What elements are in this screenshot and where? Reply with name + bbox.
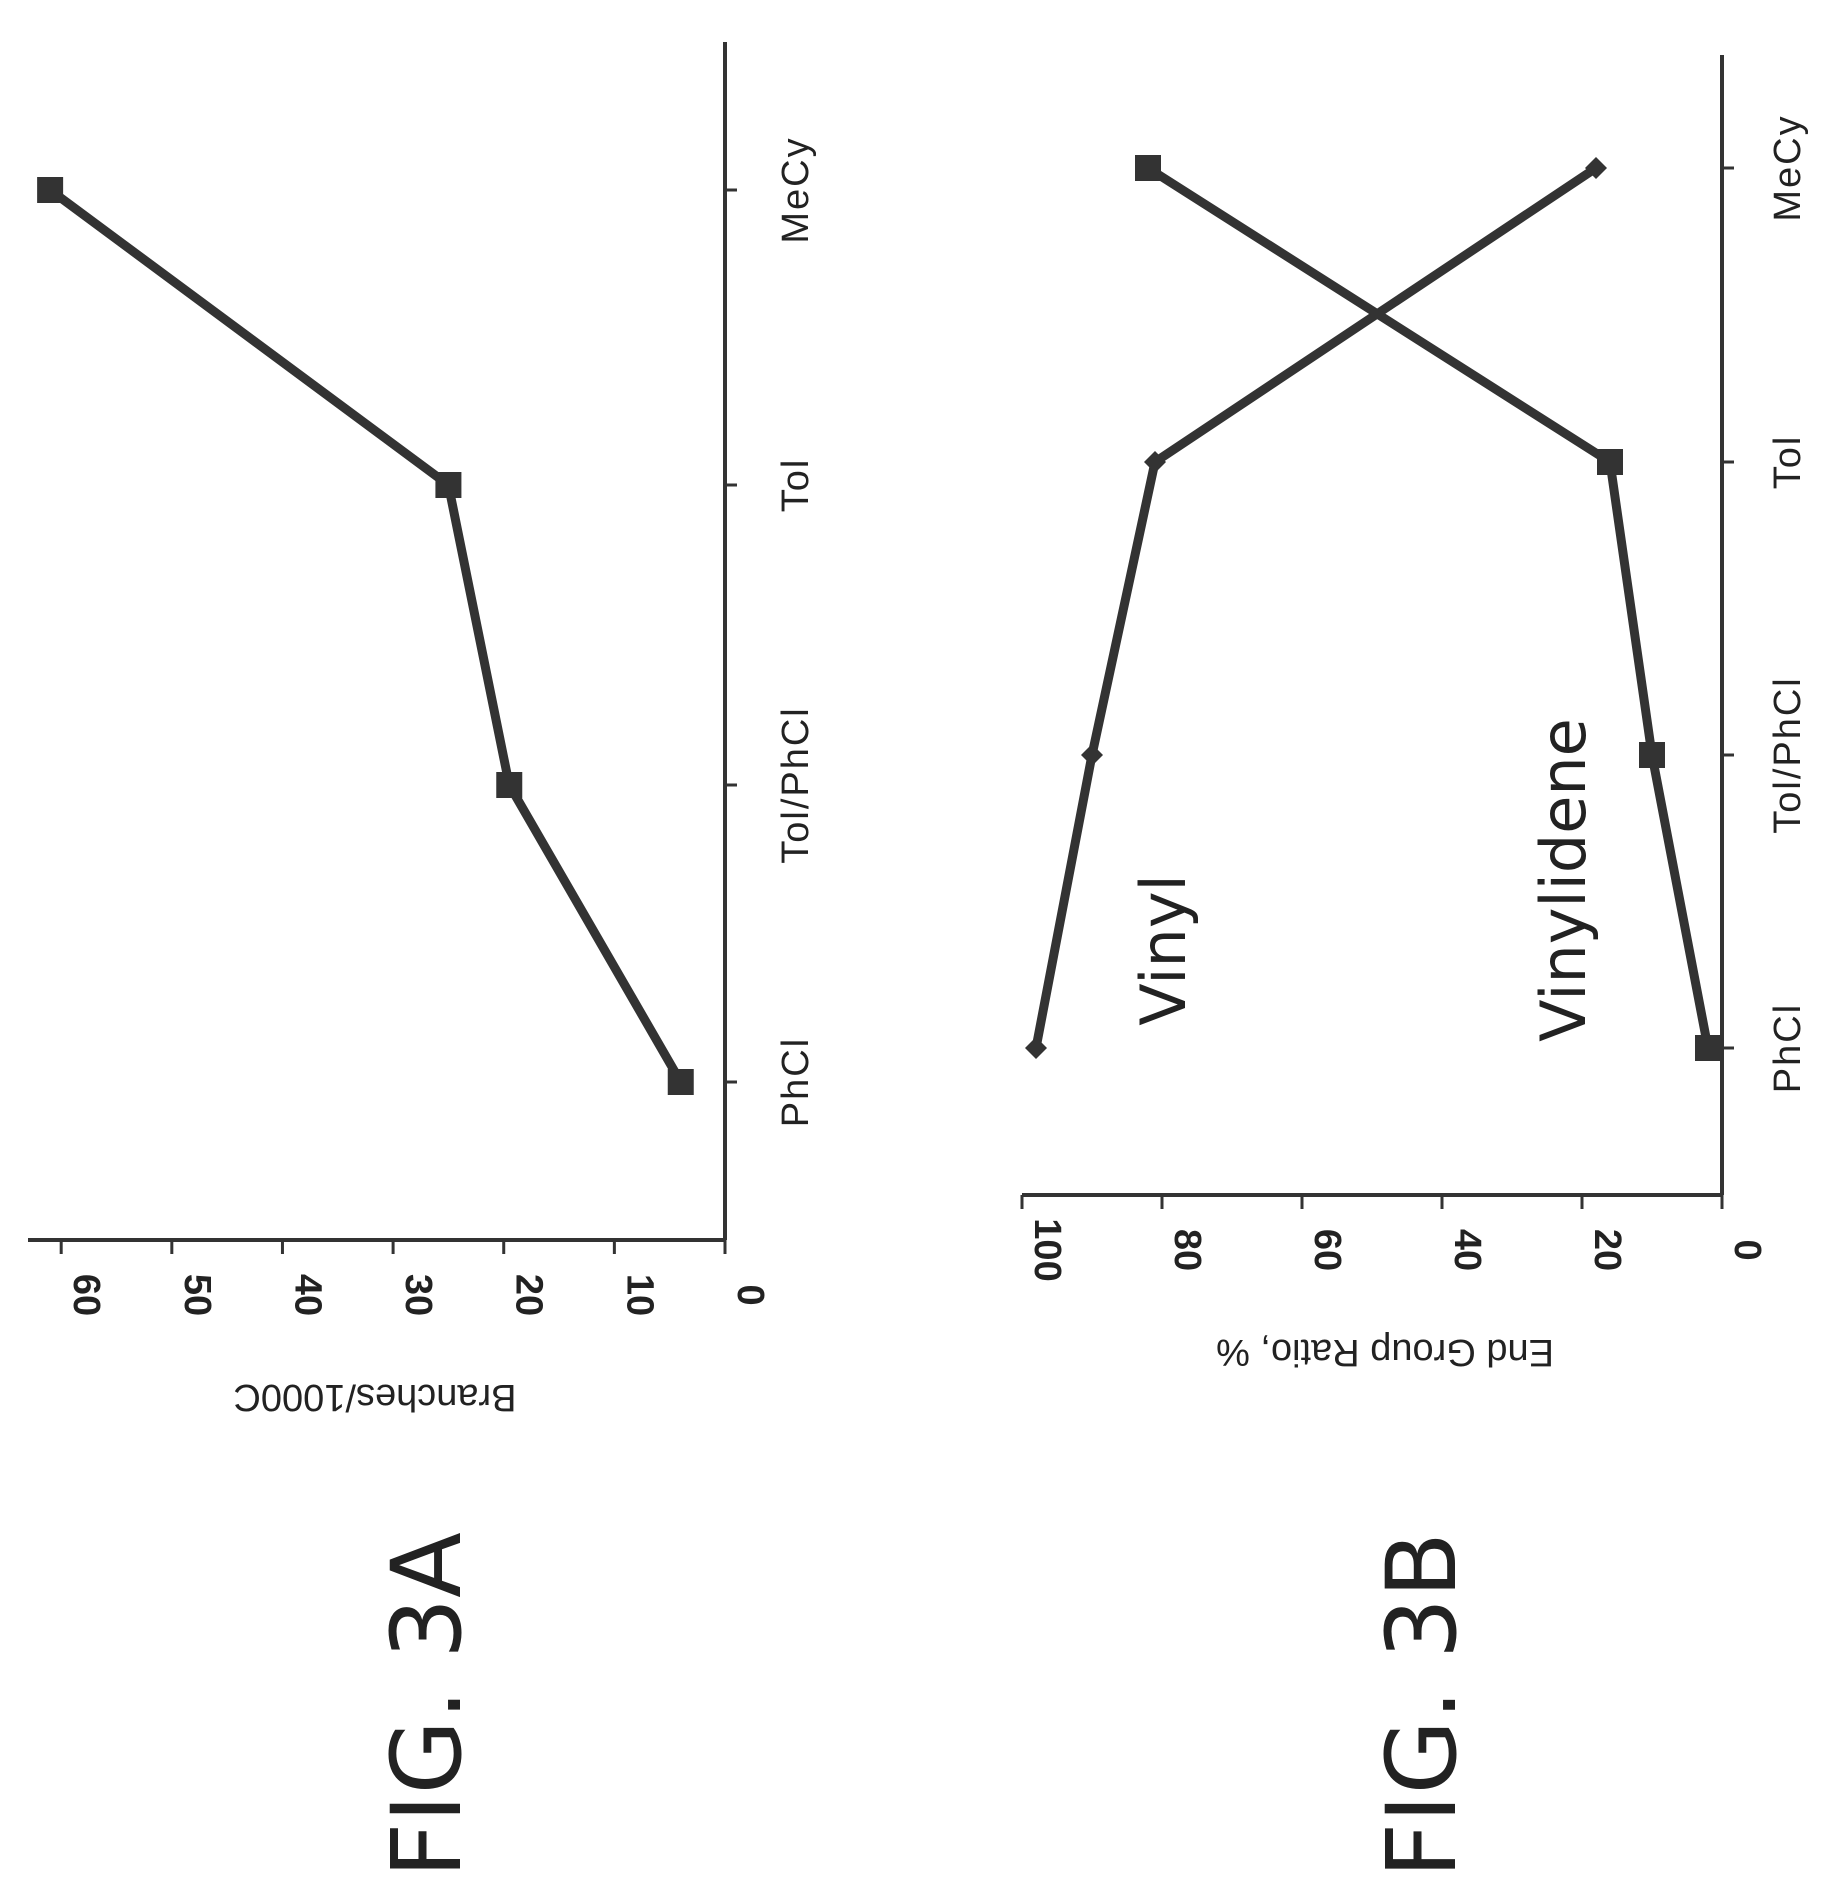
chart-a-ytick-label: 20 (508, 1274, 550, 1316)
chart-a-xtick-label: Tol/PhCl (775, 706, 817, 864)
chart-a-point-square (37, 177, 64, 203)
chart-a-ytick-label: 40 (286, 1274, 328, 1316)
chart-b-xtick-label: Tol/PhCl (1767, 676, 1809, 834)
chart-b-xtick-label: Tol (1767, 435, 1809, 490)
figure-label-3b: FIG. 3B (1366, 1532, 1478, 1878)
figure-label-3a: FIG. 3A (371, 1532, 483, 1878)
chart-3a-y-axis-label: Branches/1000C (233, 1376, 516, 1418)
chart-b-ytick-label: 20 (1586, 1229, 1628, 1271)
chart-a-ytick-label: 60 (65, 1274, 107, 1316)
chart-b-point-diamond (1081, 744, 1103, 766)
chart-3b-y-axis-label: End Group Ratio, % (1216, 1331, 1554, 1373)
chart-a-xtick-label: MeCy (775, 136, 817, 243)
chart-a-ytick-label: 30 (397, 1274, 439, 1316)
chart-b-point-diamond (1144, 451, 1166, 473)
chart-a-ytick-label: 0 (729, 1284, 771, 1305)
chart-b-ytick-label: 60 (1306, 1229, 1348, 1271)
chart-a-xtick-label: PhCl (775, 1037, 817, 1127)
chart-b-ytick-label: 80 (1166, 1229, 1208, 1271)
chart-3a: 0 10 20 30 40 50 60 PhCl Tol/PhCl Tol MeCy Branch… (28, 42, 817, 1418)
chart-a-point-square (435, 472, 462, 498)
chart-b-point-square (1639, 742, 1665, 768)
chart-a-point-square (496, 772, 523, 798)
chart-b-ytick-label: 0 (1726, 1239, 1768, 1260)
series-label-vinyl: Vinyl (1127, 874, 1200, 1026)
chart-b-point-diamond (1025, 1037, 1047, 1059)
chart-b-xtick-label: MeCy (1767, 114, 1809, 221)
chart-b-series-line-vinylidene (1145, 164, 1713, 1049)
chart-a-xtick-label: Tol (775, 458, 817, 513)
chart-a-point-square (667, 1069, 694, 1095)
chart-b-point-square (1135, 155, 1161, 181)
chart-b-ytick-label: 40 (1446, 1229, 1488, 1271)
chart-b-point-square (1695, 1035, 1721, 1061)
chart-b-ytick-label: 100 (1026, 1218, 1068, 1281)
chart-3b: 0 20 40 60 80 100 PhCl Tol/PhCl Tol MeCy End Gro… (1020, 55, 1809, 1373)
chart-b-xtick-label: PhCl (1767, 1003, 1809, 1093)
chart-b-point-diamond (1585, 157, 1607, 179)
chart-a-ytick-label: 10 (618, 1274, 660, 1316)
series-label-vinylidene: Vinylidene (1527, 718, 1600, 1042)
chart-a-series-line (47, 186, 685, 1085)
chart-a-ytick-label: 50 (176, 1274, 218, 1316)
chart-b-series-line-vinyl (1031, 164, 1599, 1049)
chart-b-point-square (1597, 449, 1623, 475)
